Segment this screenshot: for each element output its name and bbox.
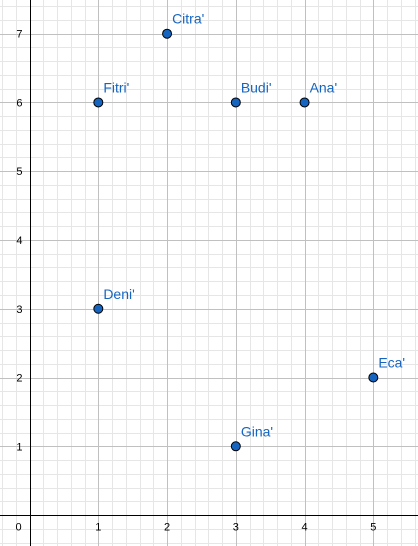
y-tick-label: 7 <box>16 29 22 41</box>
y-tick-label: 1 <box>16 441 22 453</box>
x-tick-label: 4 <box>302 522 308 534</box>
y-tick-label: 2 <box>16 373 22 385</box>
x-tick-label: 0 <box>16 522 22 534</box>
data-point-label: Ana' <box>310 79 338 95</box>
data-point <box>368 372 379 383</box>
data-point <box>93 97 104 108</box>
data-point-label: Citra' <box>172 11 204 27</box>
x-tick-label: 3 <box>233 522 239 534</box>
y-tick-label: 5 <box>16 166 22 178</box>
data-point <box>230 441 241 452</box>
data-point-label: Deni' <box>103 286 134 302</box>
x-tick-label: 1 <box>95 522 101 534</box>
data-point <box>230 97 241 108</box>
y-tick-label: 3 <box>16 304 22 316</box>
data-point-label: Eca' <box>378 355 405 371</box>
data-point-label: Gina' <box>241 423 273 439</box>
data-point <box>93 303 104 314</box>
data-points: Citra' Fitri' Budi' Ana' Deni' Eca' Gina' <box>93 11 405 452</box>
data-point-label: Budi' <box>241 79 272 95</box>
x-tick-label: 5 <box>370 522 376 534</box>
data-point <box>299 97 310 108</box>
data-point-label: Fitri' <box>103 79 129 95</box>
y-tick-label: 6 <box>16 97 22 109</box>
data-point <box>162 28 173 39</box>
tick-labels: 0 1 2 3 4 5 1 2 3 4 5 6 7 <box>16 29 377 534</box>
x-tick-label: 2 <box>164 522 170 534</box>
y-tick-label: 4 <box>16 235 22 247</box>
